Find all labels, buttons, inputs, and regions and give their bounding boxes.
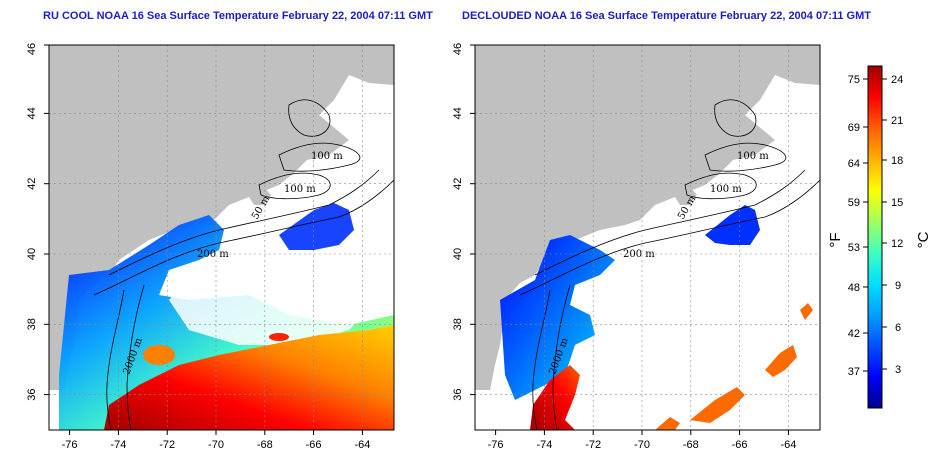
lon-tick-label: -72	[159, 439, 175, 451]
sst-offshore-warm-patches	[655, 303, 813, 430]
fahrenheit-tick-label: 37	[848, 366, 860, 378]
sst-shelf-water	[500, 235, 615, 400]
map-panel-declouded[interactable]: 100 m 100 m 50 m 200 m 2000 m	[452, 43, 821, 451]
fahrenheit-tick-label: 48	[848, 282, 860, 294]
lon-tick-label: -64	[354, 439, 370, 451]
contour-label-200m: 200 m	[623, 249, 655, 260]
celsius-tick-label: 9	[895, 280, 901, 292]
map-frame	[48, 44, 395, 431]
sst-gulf-stream	[104, 325, 394, 430]
sst-map-raw[interactable]: 100 m 100 m 50 m 200 m 2000 m	[26, 43, 395, 451]
fahrenheit-unit-label: °F	[827, 232, 844, 247]
sst-georges-bank-cold	[279, 203, 354, 250]
panel-title-declouded: DECLOUDED NOAA 16 Sea Surface Temperatur…	[462, 10, 871, 22]
lon-tick-label: -68	[257, 439, 273, 451]
lon-tick-labels: -76 -74 -72 -70 -68 -66 -64	[62, 439, 371, 451]
celsius-unit-label: °C	[915, 231, 932, 248]
lat-tick-label: 40	[452, 248, 464, 260]
celsius-tick-label: 6	[895, 322, 901, 334]
graticule	[49, 45, 394, 430]
cloud-speckle	[169, 250, 379, 345]
lon-tick-label: -68	[683, 439, 699, 451]
lat-tick-label: 40	[26, 248, 38, 260]
warm-streak	[269, 333, 289, 341]
lon-tick-label: -76	[62, 439, 78, 451]
fahrenheit-tick-label: 69	[848, 122, 860, 134]
celsius-tick-label: 15	[891, 197, 903, 209]
fahrenheit-tick-label: 59	[848, 197, 860, 209]
colorbar-gradient	[867, 65, 883, 409]
contour-label-100m-b: 100 m	[710, 184, 742, 195]
land-mass	[49, 45, 394, 390]
axis-ticks	[44, 44, 363, 435]
sst-map-declouded[interactable]: 100 m 100 m 50 m 200 m 2000 m	[452, 43, 821, 451]
colorbar-svg: 75 69 64 59 53 48 42 37 24 21 18 15 12 9…	[827, 65, 932, 409]
lat-tick-label: 46	[26, 43, 38, 55]
panel-title-raw: RU COOL NOAA 16 Sea Surface Temperature …	[43, 10, 433, 22]
fahrenheit-tick-label: 75	[848, 74, 860, 86]
contour-label-100m-b: 100 m	[284, 184, 316, 195]
contour-label-100m-a: 100 m	[311, 151, 343, 162]
land-mass	[475, 45, 820, 390]
map-panel-raw[interactable]: 100 m 100 m 50 m 200 m 2000 m	[26, 43, 395, 451]
lon-tick-label: -74	[110, 439, 126, 451]
sst-georges-bank-cold	[705, 205, 760, 245]
lat-tick-label: 38	[452, 318, 464, 330]
fahrenheit-tick-labels: 75 69 64 59 53 48 42 37	[848, 74, 860, 378]
lat-tick-label: 42	[452, 178, 464, 190]
celsius-tick-label: 18	[891, 155, 903, 167]
lon-tick-label: -74	[536, 439, 552, 451]
celsius-tick-label: 21	[891, 115, 903, 127]
lon-tick-label: -70	[634, 439, 650, 451]
contour-label-200m: 200 m	[197, 249, 229, 260]
celsius-tick-label: 12	[891, 238, 903, 250]
lat-tick-label: 46	[452, 43, 464, 55]
lat-tick-label: 44	[26, 107, 38, 119]
isobath-contours	[519, 99, 820, 430]
lat-tick-label: 38	[26, 318, 38, 330]
lat-tick-labels: 36 38 40 42 44 46	[452, 43, 464, 401]
map-frame	[474, 44, 821, 431]
sst-gulf-stream-inshore	[530, 365, 580, 430]
lon-tick-label: -66	[732, 439, 748, 451]
fahrenheit-tick-label: 42	[848, 328, 860, 340]
fahrenheit-tick-label: 53	[848, 242, 860, 254]
celsius-tick-label: 3	[895, 364, 901, 376]
lon-tick-label: -66	[306, 439, 322, 451]
graticule	[475, 45, 820, 430]
lon-tick-label: -64	[780, 439, 796, 451]
lat-tick-label: 36	[26, 388, 38, 400]
lat-tick-labels: 36 38 40 42 44 46	[26, 43, 38, 401]
celsius-tick-labels: 24 21 18 15 12 9 6 3	[891, 74, 903, 376]
celsius-tick-label: 24	[891, 74, 903, 86]
axis-ticks	[470, 44, 789, 435]
lat-tick-label: 36	[452, 388, 464, 400]
cape-cod	[249, 187, 271, 205]
lat-tick-label: 44	[452, 107, 464, 119]
fahrenheit-tick-label: 64	[848, 158, 860, 170]
lat-tick-label: 42	[26, 178, 38, 190]
colorbar-ticks	[863, 78, 887, 372]
lon-tick-label: -70	[208, 439, 224, 451]
temperature-colorbar: 75 69 64 59 53 48 42 37 24 21 18 15 12 9…	[820, 60, 945, 425]
cape-cod	[675, 187, 697, 205]
contour-label-100m-a: 100 m	[737, 151, 769, 162]
warm-core-eddy	[143, 345, 175, 365]
isobath-contours	[93, 99, 394, 430]
lon-tick-label: -72	[585, 439, 601, 451]
lon-tick-labels: -76 -74 -72 -70 -68 -66 -64	[488, 439, 797, 451]
lon-tick-label: -76	[488, 439, 504, 451]
